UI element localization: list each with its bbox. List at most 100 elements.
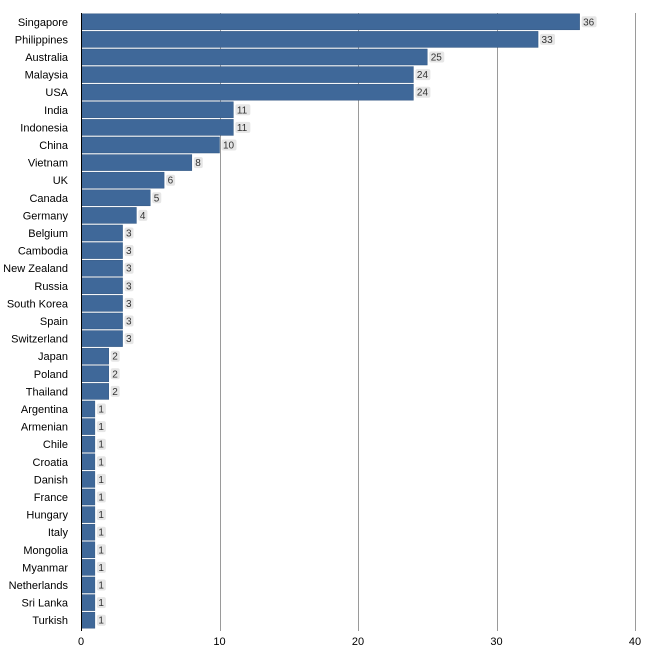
bar-germany xyxy=(81,207,137,224)
category-label-sri-lanka: Sri Lanka xyxy=(22,598,69,610)
value-label-bg xyxy=(96,614,106,626)
value-label-bg xyxy=(235,104,251,116)
category-label-mongolia: Mongolia xyxy=(23,545,69,557)
category-label-turkish: Turkish xyxy=(32,615,68,627)
bars xyxy=(81,13,580,629)
category-label-japan: Japan xyxy=(38,351,68,363)
x-tick-label-40: 40 xyxy=(629,636,641,648)
bar-france xyxy=(81,488,96,506)
category-label-indonesia: Indonesia xyxy=(20,122,69,134)
gridlines xyxy=(220,13,636,631)
value-label-singapore: 36 xyxy=(583,17,595,28)
value-label-netherlands: 1 xyxy=(98,581,104,592)
bar-japan xyxy=(81,347,109,365)
value-label-bg xyxy=(96,544,106,556)
value-label-bg xyxy=(193,157,203,169)
value-label-bg xyxy=(124,280,134,292)
value-label-argentina: 1 xyxy=(98,405,104,416)
value-label-bg xyxy=(235,121,251,133)
bar-new-zealand xyxy=(81,259,123,277)
value-labels: 3633252424111110865433333332221111111111… xyxy=(96,16,597,627)
value-label-bg xyxy=(429,51,445,63)
value-label-bg xyxy=(221,139,237,151)
bar-cambodia xyxy=(81,242,123,259)
category-label-hungary: Hungary xyxy=(26,510,68,522)
x-tick-label-20: 20 xyxy=(352,636,364,648)
value-label-russia: 3 xyxy=(126,281,132,292)
bar-usa xyxy=(81,83,414,101)
value-label-vietnam: 8 xyxy=(195,158,201,169)
value-label-bg xyxy=(96,473,106,485)
bar-italy xyxy=(81,523,96,541)
category-label-canada: Canada xyxy=(29,193,68,205)
category-label-south-korea: South Korea xyxy=(7,298,69,310)
x-tick-label-0: 0 xyxy=(78,636,84,648)
value-label-bg xyxy=(96,403,106,415)
bar-india xyxy=(81,101,234,119)
category-label-australia: Australia xyxy=(25,52,69,64)
category-label-france: France xyxy=(34,492,68,504)
value-label-usa: 24 xyxy=(417,88,429,99)
value-label-bg xyxy=(110,368,120,380)
bar-philippines xyxy=(81,31,539,48)
category-label-germany: Germany xyxy=(23,210,69,222)
bar-belgium xyxy=(81,224,123,242)
value-label-bg xyxy=(415,86,431,98)
value-label-bg xyxy=(110,385,120,397)
value-label-mongolia: 1 xyxy=(98,545,104,556)
value-label-bg xyxy=(96,491,106,503)
category-label-philippines: Philippines xyxy=(15,34,69,46)
bar-australia xyxy=(81,48,428,66)
category-label-russia: Russia xyxy=(34,281,69,293)
value-label-new-zealand: 3 xyxy=(126,264,132,275)
bar-argentina xyxy=(81,400,96,418)
value-label-australia: 25 xyxy=(431,53,443,64)
value-label-germany: 4 xyxy=(140,211,146,222)
category-label-armenian: Armenian xyxy=(21,422,68,434)
value-label-bg xyxy=(540,33,556,45)
value-label-bg xyxy=(96,456,106,468)
value-label-japan: 2 xyxy=(112,352,118,363)
category-label-cambodia: Cambodia xyxy=(18,246,69,258)
bar-croatia xyxy=(81,453,96,471)
value-label-canada: 5 xyxy=(154,193,160,204)
category-label-switzerland: Switzerland xyxy=(11,334,68,346)
category-labels: Singapore Philippines Australia Malaysia USA… xyxy=(3,17,69,627)
value-label-poland: 2 xyxy=(112,369,118,380)
bar-singapore xyxy=(81,13,580,31)
bar-myanmar xyxy=(81,559,96,576)
bar-china xyxy=(81,136,220,154)
value-label-italy: 1 xyxy=(98,528,104,539)
value-label-spain: 3 xyxy=(126,317,132,328)
category-label-uk: UK xyxy=(53,175,69,187)
value-label-sri-lanka: 1 xyxy=(98,598,104,609)
value-label-bg xyxy=(96,561,106,573)
value-label-india: 11 xyxy=(237,105,248,116)
bar-poland xyxy=(81,365,109,383)
bar-uk xyxy=(81,171,165,189)
bar-canada xyxy=(81,189,151,207)
category-label-thailand: Thailand xyxy=(26,386,68,398)
bar-malaysia xyxy=(81,66,414,83)
value-label-danish: 1 xyxy=(98,475,104,486)
category-label-india: India xyxy=(44,105,69,117)
value-label-bg xyxy=(124,262,134,274)
value-label-armenian: 1 xyxy=(98,422,104,433)
category-label-spain: Spain xyxy=(40,316,68,328)
x-axis-ticks: 0 10 20 30 40 xyxy=(78,636,641,648)
category-label-china: China xyxy=(39,140,69,152)
value-label-bg xyxy=(124,227,134,239)
bar-mongolia xyxy=(81,541,96,559)
value-label-bg xyxy=(96,438,106,450)
value-label-bg xyxy=(96,597,106,609)
category-label-new-zealand: New Zealand xyxy=(3,263,68,275)
category-label-chile: Chile xyxy=(43,439,68,451)
value-label-bg xyxy=(166,174,176,186)
bar-spain xyxy=(81,312,123,330)
value-label-bg xyxy=(124,297,134,309)
value-label-bg xyxy=(124,333,134,345)
category-label-malaysia: Malaysia xyxy=(25,70,69,82)
bar-sri-lanka xyxy=(81,594,96,611)
value-label-bg xyxy=(96,421,106,433)
